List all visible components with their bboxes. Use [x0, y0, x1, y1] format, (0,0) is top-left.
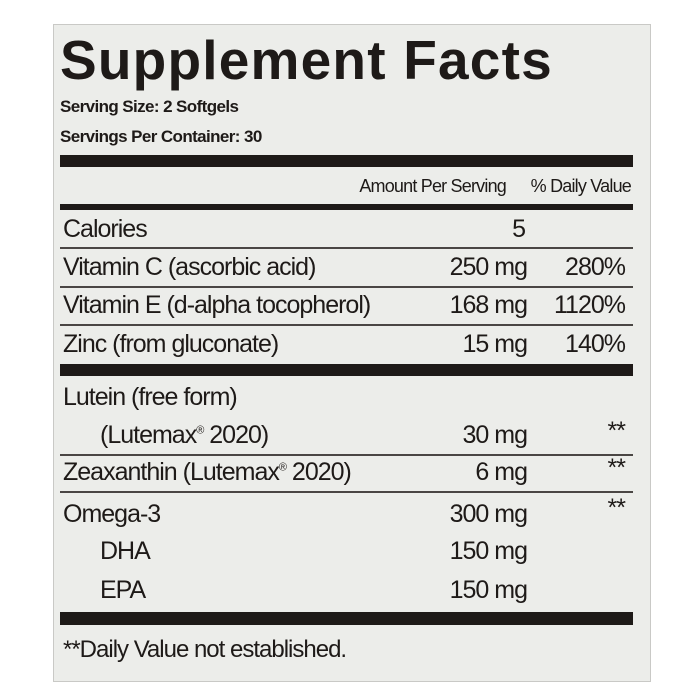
divider-thick	[60, 364, 633, 376]
registered-mark: ®	[278, 461, 287, 474]
nutrient-dv: **	[607, 454, 626, 482]
amount-header: Amount Per Serving	[359, 176, 506, 196]
nutrient-amount: 15 mg	[462, 330, 528, 358]
divider-medium	[60, 204, 633, 210]
nutrient-amount: 300 mg	[449, 500, 528, 528]
supplement-facts-panel	[53, 24, 651, 682]
nutrient-amount: 30 mg	[462, 421, 528, 449]
nutrient-name: Zeaxanthin (Lutemax® 2020)	[63, 458, 352, 487]
nutrient-dv: 280%	[565, 253, 626, 281]
nutrient-name: Omega-3	[63, 500, 161, 528]
nutrient-amount: 5	[512, 215, 526, 243]
nutrient-name: Vitamin E (d-alpha tocopherol)	[63, 291, 371, 319]
nutrient-name: EPA	[100, 576, 146, 604]
name-part: Zeaxanthin (Lutemax	[63, 458, 280, 486]
name-part: 2020)	[285, 458, 352, 486]
name-part: 2020)	[203, 421, 269, 449]
name-part: (Lutemax	[100, 421, 197, 449]
divider-thick	[60, 155, 633, 167]
footnote: **Daily Value not established.	[63, 636, 347, 663]
nutrient-dv: 140%	[565, 330, 626, 358]
nutrient-amount: 6 mg	[475, 458, 528, 486]
divider-thick	[60, 612, 633, 625]
nutrient-dv: **	[607, 494, 626, 522]
nutrient-name: Calories	[63, 215, 148, 243]
panel-title: Supplement Facts	[60, 29, 553, 91]
nutrient-name: Vitamin C (ascorbic acid)	[63, 253, 316, 281]
nutrient-name: Zinc (from gluconate)	[63, 330, 279, 358]
dv-header: % Daily Value	[530, 176, 632, 196]
divider	[60, 491, 633, 493]
divider	[60, 247, 633, 249]
divider	[60, 324, 633, 326]
nutrient-amount: 150 mg	[449, 576, 528, 604]
nutrient-dv: **	[607, 417, 626, 445]
nutrient-amount: 250 mg	[449, 253, 528, 281]
nutrient-dv: 1120%	[554, 291, 626, 319]
divider	[60, 286, 633, 288]
nutrient-name: Lutein (free form)	[63, 383, 238, 411]
divider	[60, 454, 633, 456]
nutrient-amount: 168 mg	[449, 291, 528, 319]
nutrient-name: DHA	[100, 537, 151, 565]
servings-per-container: Servings Per Container: 30	[60, 127, 262, 146]
registered-mark: ®	[196, 424, 204, 437]
nutrient-name-sub: (Lutemax® 2020)	[100, 421, 269, 450]
serving-size: Serving Size: 2 Softgels	[60, 97, 239, 116]
nutrient-amount: 150 mg	[449, 537, 528, 565]
